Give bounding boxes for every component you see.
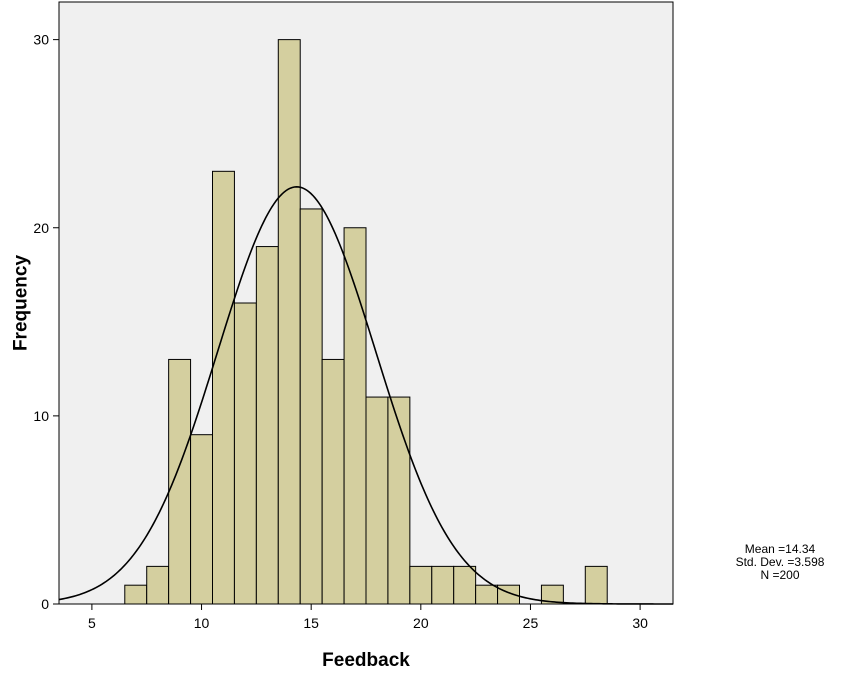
histogram-bar — [124, 584, 148, 605]
histogram-bar — [321, 358, 345, 605]
x-tick-label: 10 — [194, 615, 210, 631]
y-axis: 0 10 20 30 — [33, 32, 59, 612]
histogram-bar — [146, 565, 170, 605]
histogram-bar — [255, 246, 279, 605]
x-tick-label: 15 — [303, 615, 319, 631]
y-tick-label: 0 — [41, 596, 49, 612]
normal-curve — [58, 186, 674, 605]
histogram-bar — [277, 39, 301, 605]
n-label: N =200 — [760, 568, 800, 582]
x-tick-label: 30 — [632, 615, 648, 631]
x-axis: 5 10 15 20 25 30 — [88, 604, 648, 631]
histogram-bar — [453, 565, 477, 605]
y-tick-label: 30 — [33, 32, 49, 48]
histogram-bar — [540, 584, 564, 605]
std-dev-label: Std. Dev. =3.598 — [735, 555, 825, 569]
histogram-bar — [584, 565, 608, 605]
y-tick-label: 10 — [33, 408, 49, 424]
histogram-bar — [409, 565, 433, 605]
histogram-bar — [365, 396, 389, 605]
y-axis-title: Frequency — [11, 255, 32, 352]
histogram-bar — [168, 358, 192, 605]
x-tick-label: 5 — [88, 615, 96, 631]
histogram-bar — [212, 170, 235, 605]
y-tick-label: 20 — [33, 220, 49, 236]
histogram-bar — [387, 396, 411, 605]
histogram-bar — [475, 584, 499, 605]
histogram-bar — [299, 208, 323, 605]
bars-group — [124, 39, 608, 605]
x-tick-label: 25 — [523, 615, 539, 631]
mean-label: Mean =14.34 — [744, 542, 816, 556]
histogram-bar — [431, 565, 455, 605]
x-axis-title: Feedback — [322, 650, 410, 671]
x-tick-label: 20 — [413, 615, 429, 631]
histogram-bar — [233, 302, 257, 605]
statistics-legend: Mean =14.34 Std. Dev. =3.598 N =200 — [700, 543, 860, 582]
histogram-bar — [190, 434, 213, 605]
